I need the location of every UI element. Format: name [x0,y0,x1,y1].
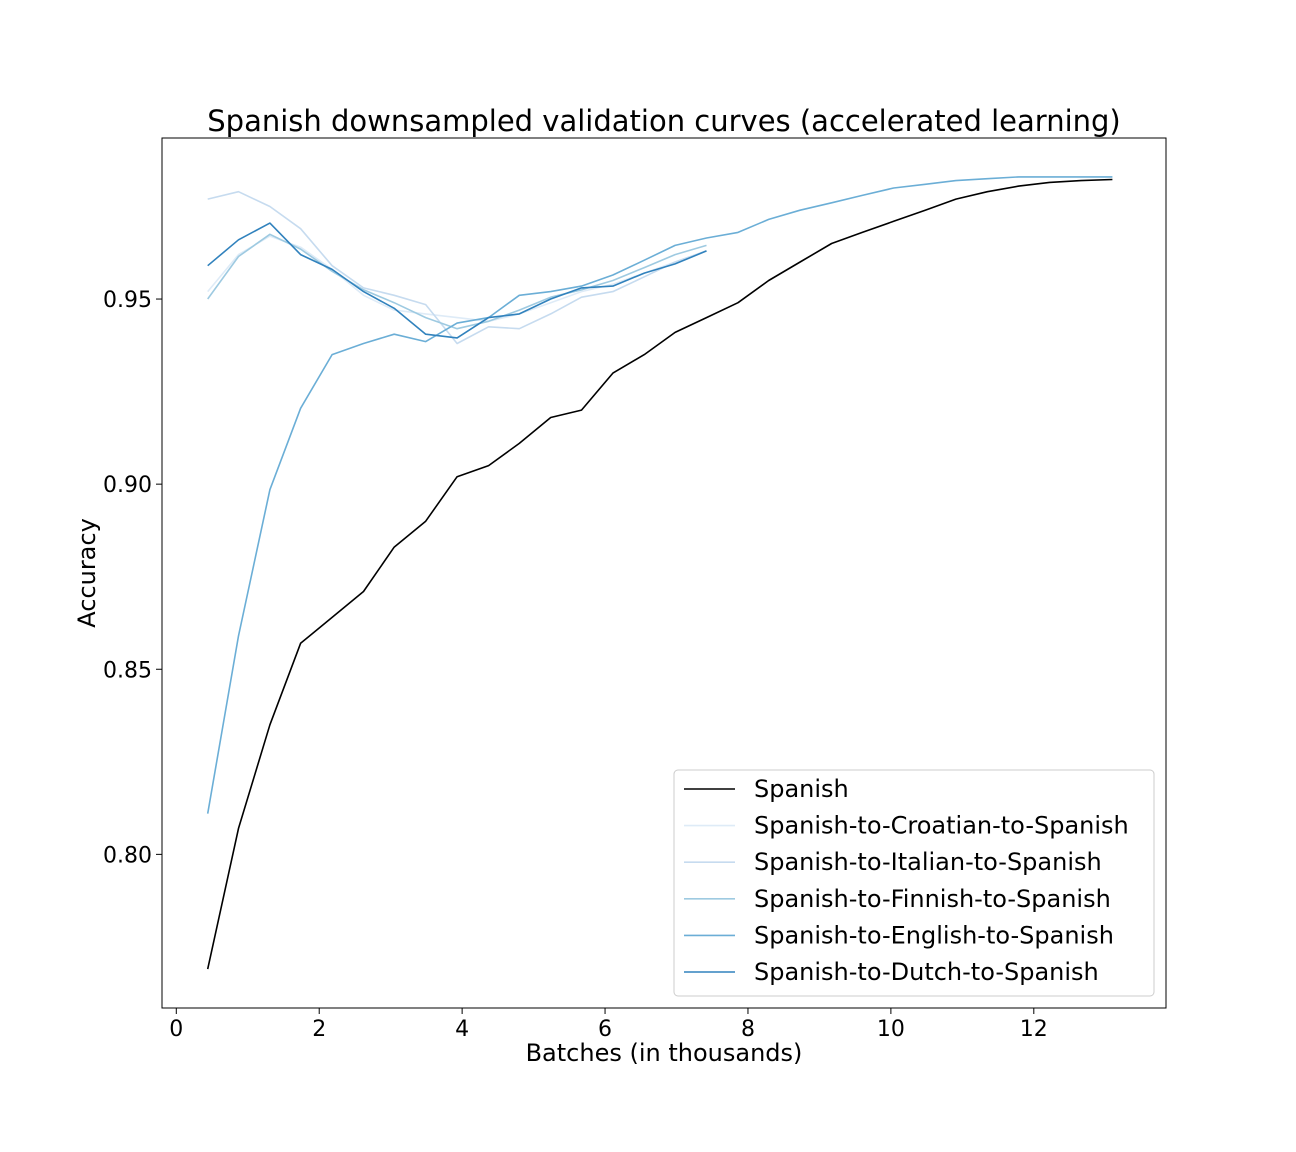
y-tick-label: 0.80 [103,843,152,868]
y-axis-label: Accuracy [73,518,101,628]
series-line-0 [206,178,1113,970]
x-tick-label: 6 [598,1017,612,1042]
series-layer [206,176,1113,970]
legend-label-3: Spanish-to-Finnish-to-Spanish [754,885,1111,913]
x-axis-label: Batches (in thousands) [526,1039,803,1067]
chart-title: Spanish downsampled validation curves (a… [207,104,1121,138]
legend-box [673,769,1155,997]
x-axis-ticks: 0 2 4 6 8 10 12 [169,1008,1048,1042]
y-tick-label: 0.85 [103,658,152,683]
x-tick-label: 10 [877,1017,905,1042]
legend-label-1: Spanish-to-Croatian-to-Spanish [754,812,1129,840]
series-line-5 [207,222,707,339]
y-tick-label: 0.90 [103,473,152,498]
x-tick-label: 8 [741,1017,755,1042]
legend: Spanish Spanish-to-Croatian-to-Spanish Spa… [673,769,1155,997]
legend-label-4: Spanish-to-English-to-Spanish [754,921,1114,949]
x-tick-label: 4 [455,1017,469,1042]
plot-area-frame [161,137,1167,1009]
series-line-4 [206,176,1113,814]
x-tick-label: 12 [1020,1017,1048,1042]
x-tick-label: 2 [312,1017,326,1042]
series-line-2 [207,190,707,345]
y-tick-label: 0.95 [103,288,152,313]
legend-label-0: Spanish [754,775,849,803]
legend-label-5: Spanish-to-Dutch-to-Spanish [754,958,1099,986]
y-axis-ticks: 0.80 0.85 0.90 0.95 [103,288,162,868]
legend-label-2: Spanish-to-Italian-to-Spanish [754,848,1102,876]
x-tick-label: 0 [169,1017,183,1042]
